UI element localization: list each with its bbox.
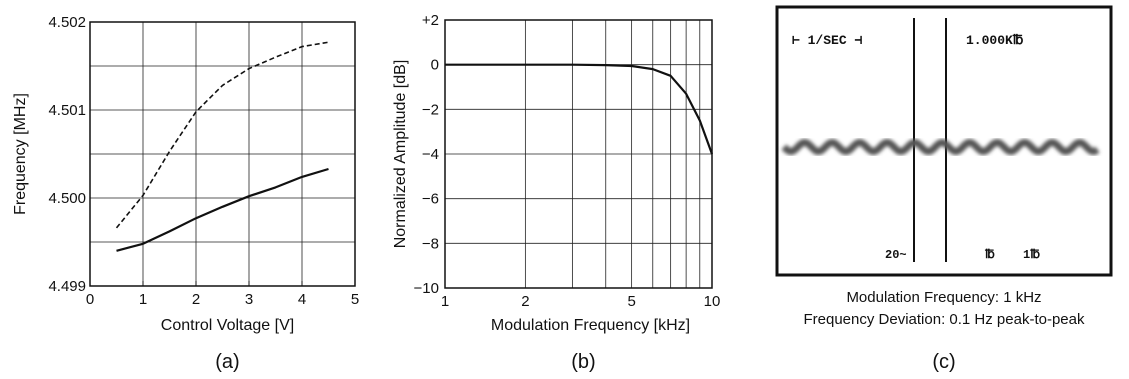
chart-a-y-label: Frequency [MHz] [12, 93, 29, 215]
chart-a-x-label: Control Voltage [V] [161, 317, 294, 334]
oscilloscope-photo: ⊢ 1/SEC ⊣ 1.000K℔ 20~ ℔ 1℔ Modulation Fr… [775, 5, 1113, 373]
screen-text-time-scale: ⊢ 1/SEC ⊣ [792, 33, 862, 48]
chart-a-x-tick-label: 3 [245, 291, 253, 308]
screen-text-frequency: 1.000K℔ [966, 33, 1024, 48]
chart-b: 1 2 5 10 +2 0 −2 −4 −6 −8 −10 Modulation Frequenc… [392, 12, 720, 373]
chart-b-y-tick-label: 0 [431, 57, 439, 74]
chart-b-y-tick-label: −10 [414, 280, 439, 297]
chart-a-x-tick-label: 5 [351, 291, 359, 308]
chart-b-x-tick-label: 1 [441, 293, 449, 310]
chart-b-x-label: Modulation Frequency [kHz] [491, 317, 690, 334]
chart-b-x-tick-label: 10 [704, 293, 721, 310]
chart-a-y-tick-label: 4.501 [48, 102, 86, 119]
chart-a-x-tick-label: 2 [192, 291, 200, 308]
chart-a-panel-label: (a) [215, 351, 239, 373]
chart-b-y-tick-label: −4 [422, 146, 439, 163]
chart-b-y-tick-label: −2 [422, 101, 439, 118]
chart-a-series-dashed [115, 41, 329, 229]
chart-a-x-tick-label: 0 [86, 291, 94, 308]
chart-a-y-tick-label: 4.500 [48, 190, 86, 207]
chart-b-y-tick-label: +2 [422, 12, 439, 29]
chart-b-y-label: Normalized Amplitude [dB] [392, 60, 409, 249]
chart-b-x-tick-label: 2 [521, 293, 529, 310]
chart-b-y-tick-label: −8 [422, 235, 439, 252]
chart-a-y-ticks: 4.499 4.500 4.501 4.502 [48, 14, 86, 295]
chart-a-y-tick-label: 4.499 [48, 278, 86, 295]
chart-a: 0 1 2 3 4 5 4.499 4.500 4.501 4.502 Control Volt… [12, 14, 359, 373]
screen-bottom-left: 20~ [885, 248, 907, 262]
chart-a-series [115, 41, 329, 252]
chart-a-grid [90, 22, 355, 286]
chart-a-frame [89, 21, 356, 287]
screen-bottom-right: 1℔ [1023, 248, 1040, 262]
chart-c-panel-label: (c) [932, 351, 955, 373]
chart-a-x-tick-label: 4 [298, 291, 306, 308]
chart-a-series-solid [116, 167, 329, 252]
chart-a-x-ticks: 0 1 2 3 4 5 [86, 281, 359, 308]
chart-b-y-ticks: +2 0 −2 −4 −6 −8 −10 [414, 12, 439, 297]
chart-a-x-tick-label: 1 [139, 291, 147, 308]
oscilloscope-trace [781, 138, 1100, 156]
caption-frequency-deviation: Frequency Deviation: 0.1 Hz peak-to-peak [804, 311, 1085, 328]
chart-b-y-tick-label: −6 [422, 191, 439, 208]
chart-b-series-response [445, 63, 714, 155]
chart-b-grid [445, 20, 712, 288]
chart-b-series [445, 63, 714, 155]
chart-b-x-ticks: 1 2 5 10 [441, 293, 721, 310]
chart-a-y-tick-label: 4.502 [48, 14, 86, 31]
chart-b-x-tick-label: 5 [627, 293, 635, 310]
chart-b-panel-label: (b) [571, 351, 595, 373]
screen-bottom-mid: ℔ [984, 248, 995, 262]
caption-modulation-frequency: Modulation Frequency: 1 kHz [846, 289, 1041, 306]
